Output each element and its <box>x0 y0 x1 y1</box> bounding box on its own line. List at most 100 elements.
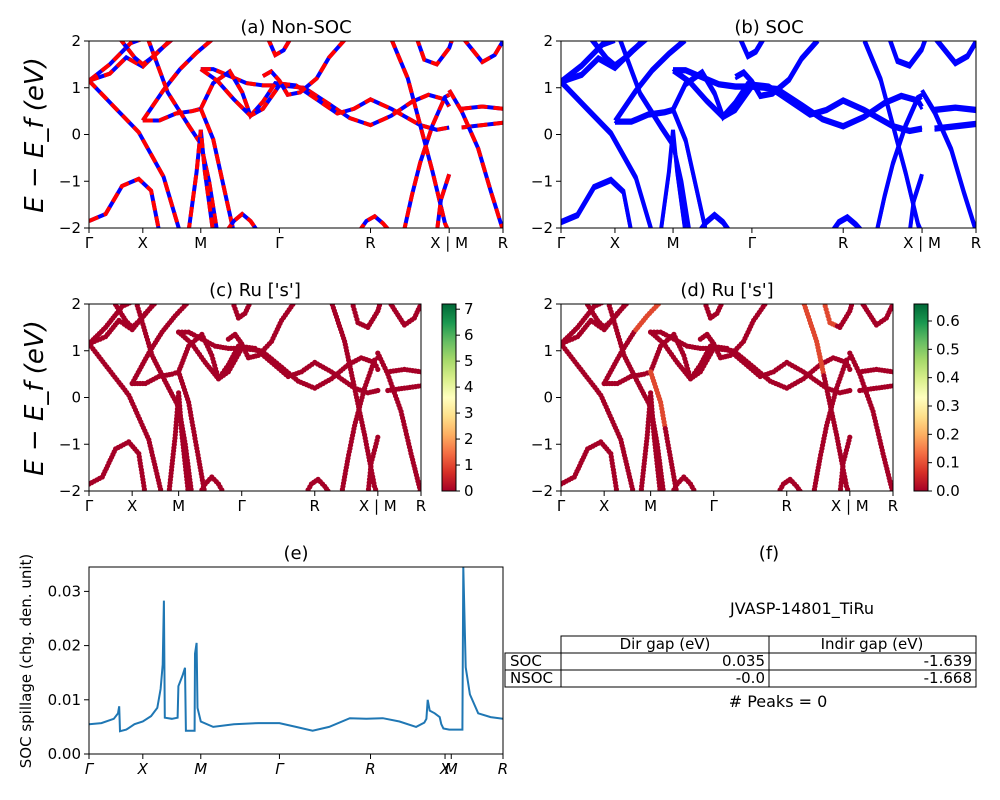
k-tick-label: M <box>194 234 207 252</box>
projection-point <box>183 304 189 307</box>
colorbar-tick-label: 2 <box>464 430 474 448</box>
projection-point <box>150 304 157 307</box>
projection-point <box>373 486 379 491</box>
band-line-red <box>447 89 503 228</box>
projection-point <box>718 304 724 308</box>
band-line-red <box>389 41 450 228</box>
y-tick-label: 2 <box>71 32 81 50</box>
band-line-split <box>887 41 928 70</box>
colorbar-tick-label: 4 <box>464 378 474 396</box>
projection-point <box>837 486 844 491</box>
band-line-blue <box>261 41 347 98</box>
band-line-split <box>934 107 976 114</box>
projection-point <box>615 493 620 498</box>
projection-point <box>605 297 610 302</box>
projection-point <box>657 486 663 491</box>
y-tick-label: 0 <box>71 389 81 407</box>
band-line-red <box>199 67 282 119</box>
projection-point <box>186 493 191 498</box>
band-line <box>698 211 731 228</box>
projection-point <box>848 304 855 308</box>
panel-a-plot: −2 −1 0 1 2 Γ X M Γ R X | M R <box>59 32 508 252</box>
k-tick-label: M <box>667 234 680 252</box>
colorbar <box>441 303 457 492</box>
panel-f-info: JVASP-14801_TiRu Dir gap (eV) Indir gap … <box>504 599 977 711</box>
k-tick-label: X | M <box>359 497 397 515</box>
projection-point <box>630 486 636 491</box>
projection-point <box>417 487 421 491</box>
y-tick-label: 1 <box>71 342 81 360</box>
projection-point <box>847 366 853 372</box>
y-tick-label: 1 <box>543 79 553 97</box>
projection-point <box>379 297 384 302</box>
band-line <box>613 41 686 122</box>
band-line-red <box>89 176 161 228</box>
panel-b-title: (b) SOC <box>734 17 803 38</box>
gap-table-header-dir: Dir gap (eV) <box>620 635 711 653</box>
band-line-split <box>561 179 632 228</box>
k-tick-label: Γ <box>85 760 95 778</box>
band-line <box>561 79 653 228</box>
k-tick-label: R <box>782 497 792 515</box>
gap-table-row-soc-label: SOC <box>510 652 542 670</box>
band-line-red <box>142 106 202 123</box>
colorbar-tick-label: 6 <box>464 326 474 344</box>
colorbar <box>913 303 929 492</box>
y-tick-label: −1 <box>531 435 553 453</box>
panel-f-title: (f) <box>759 543 779 564</box>
projection-point <box>185 486 191 491</box>
k-tick-label: X <box>127 497 137 515</box>
projection-point <box>418 369 421 375</box>
band-line <box>671 67 754 119</box>
y-tick-label: 0 <box>71 126 81 144</box>
k-tick-label: M <box>445 760 458 778</box>
k-tick-label: Γ <box>238 497 247 515</box>
y-tick-label: −1 <box>59 172 81 190</box>
projection-point <box>196 493 201 498</box>
band-line-red <box>266 41 292 58</box>
projection-point <box>890 383 893 389</box>
projection-point <box>223 493 228 498</box>
gap-table-header-indir: Indir gap (eV) <box>821 635 924 653</box>
projection-point <box>691 487 697 491</box>
colorbar-tick-label: 0.4 <box>936 369 960 387</box>
projection-point <box>329 493 334 498</box>
projection-point <box>613 486 619 491</box>
band-line-red <box>358 213 390 228</box>
gap-table-row-soc-dir: 0.035 <box>722 652 765 670</box>
projection-point <box>851 297 856 302</box>
k-tick-label: X <box>599 497 609 515</box>
projection-point <box>801 493 806 498</box>
colorbar-tick-label: 0 <box>464 482 474 500</box>
panel-c-ylabel: E − E_f (eV) <box>20 320 50 476</box>
band-line-split <box>671 111 707 228</box>
projection-point <box>133 297 138 302</box>
projection-point <box>143 493 148 498</box>
axes-frame <box>88 566 504 755</box>
k-tick-label: X <box>439 760 451 778</box>
y-tick-label: 2 <box>543 295 553 313</box>
y-tick-label: −1 <box>531 172 553 190</box>
colorbar-tick-label: 0.3 <box>936 397 960 415</box>
y-tick-label: 0.02 <box>48 637 81 655</box>
projection-point <box>661 493 666 498</box>
projection-point <box>302 493 307 498</box>
colorbar-tick-label: 0.1 <box>936 454 960 472</box>
band-line-red <box>462 41 503 65</box>
projection-point <box>599 304 605 306</box>
panel-b-plot: −2 −1 0 1 2 Γ X M Γ R X | M R <box>531 32 981 252</box>
k-tick-label: X <box>610 234 620 252</box>
k-tick-label: Γ <box>557 234 566 252</box>
band-line-red <box>89 79 181 228</box>
projection-point <box>890 304 893 307</box>
projection-point <box>845 486 851 491</box>
projection-point <box>110 297 115 302</box>
band-line-red <box>226 211 258 228</box>
projection-point <box>890 369 893 375</box>
band-line-red <box>435 173 452 228</box>
band-line-split <box>734 41 820 100</box>
band-line-blue <box>198 68 450 132</box>
panel-a-title: (a) Non-SOC <box>240 17 351 38</box>
k-tick-label: R <box>971 234 981 252</box>
